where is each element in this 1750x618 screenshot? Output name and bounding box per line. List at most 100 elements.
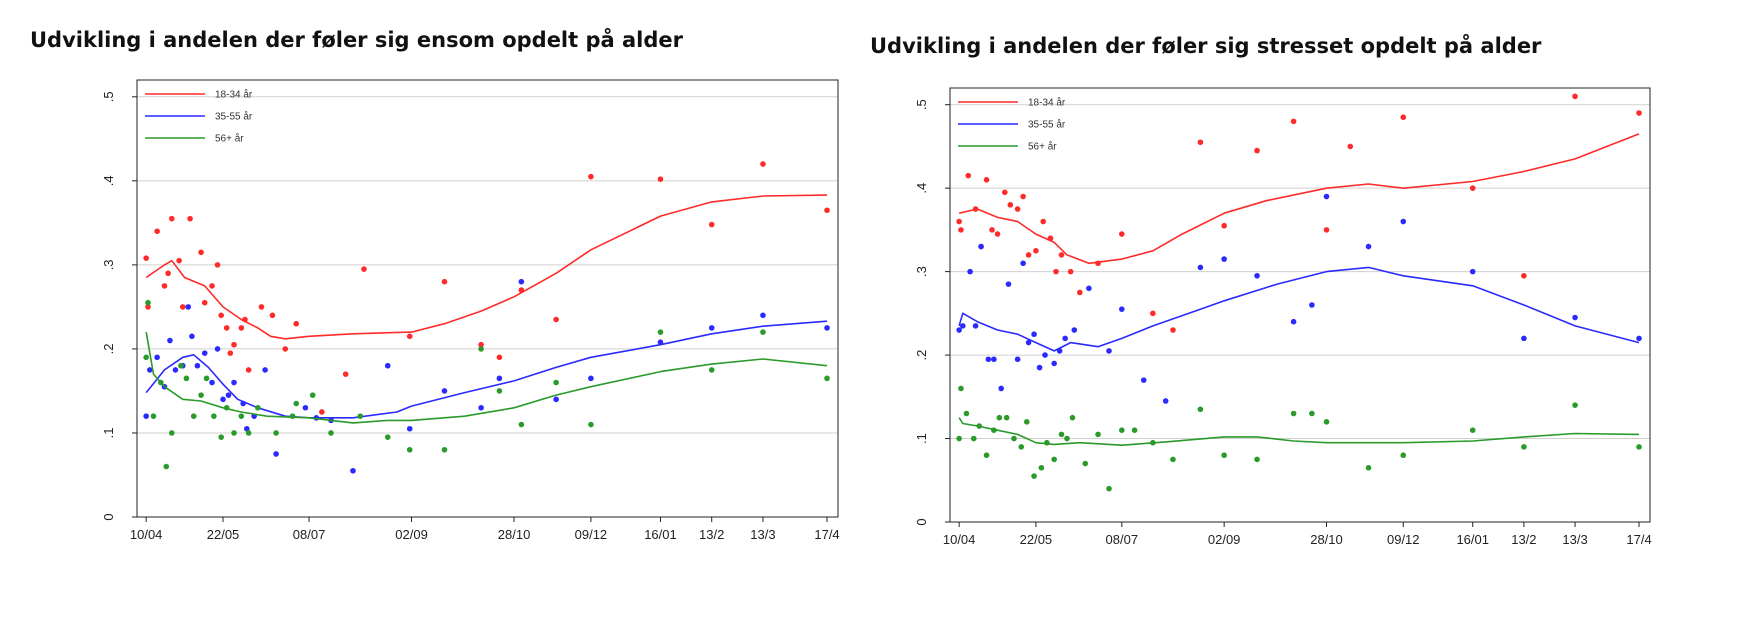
y-tick-label: 0 [101,513,116,520]
data-point [273,451,279,457]
data-point [496,354,503,361]
data-point [1254,147,1260,154]
data-point [1040,218,1047,225]
data-point [959,323,966,329]
data-point [1020,260,1026,267]
data-point [183,375,190,382]
data-point [328,430,334,436]
data-point [1067,268,1074,275]
data-point [553,396,559,403]
data-point [1119,427,1125,433]
data-point [254,404,261,411]
data-point [553,316,559,323]
data-point [179,304,186,310]
y-tick-label: .5 [914,99,929,110]
data-point [985,356,992,363]
legend-label: 18-34 år [215,89,253,101]
chart-title: Udvikling i andelen der føler sig ensom … [30,28,683,52]
data-point [1033,247,1039,254]
data-point [967,268,973,275]
data-point [956,218,962,225]
data-point [1365,464,1372,471]
data-point [496,375,503,382]
data-point [273,430,279,436]
data-point [518,421,525,428]
data-point [203,375,210,382]
x-tick-label: 16/01 [644,527,677,542]
data-point [1058,252,1065,258]
x-tick-label: 08/07 [293,527,326,542]
data-point [293,400,300,407]
data-point [518,278,525,285]
data-point [978,243,984,250]
data-point [147,367,153,373]
data-point [214,346,221,352]
data-point [760,161,766,167]
trend-line [958,133,1640,265]
data-point [1095,431,1101,438]
data-point [1347,143,1354,150]
data-point [154,354,160,361]
data-point [1095,260,1101,267]
data-point [282,346,289,352]
data-point [1400,114,1407,121]
data-point [223,325,230,331]
data-point [1062,335,1068,342]
data-point [441,278,448,285]
data-point [1031,331,1037,338]
data-point [1572,402,1578,408]
data-point [1053,268,1059,275]
data-point [227,350,234,356]
data-point [1047,235,1054,242]
data-point [1170,456,1176,463]
data-point [1323,193,1330,200]
data-point [958,385,964,392]
data-point [1038,464,1045,471]
data-point [269,312,276,319]
data-point [302,404,309,411]
data-point [760,312,766,319]
data-point [1365,243,1372,250]
data-point [588,421,594,428]
data-point [406,333,413,340]
plot-frame [136,79,839,518]
x-tick-label: 17/4 [814,527,839,542]
data-point [293,320,300,327]
data-point [1106,348,1112,354]
data-point [1082,460,1089,467]
data-point [1150,310,1156,317]
data-point [190,413,197,419]
data-point [1323,227,1330,233]
data-point [478,404,484,411]
data-point [1636,444,1642,450]
data-point [384,434,391,440]
data-point [824,325,830,331]
data-point [1058,431,1065,438]
data-point [1197,139,1204,146]
data-point [361,266,367,272]
data-point [143,413,149,419]
data-point [218,312,224,319]
data-point [1469,427,1476,433]
data-point [1131,427,1138,433]
data-point [231,379,237,386]
data-point [211,413,217,419]
data-point [168,430,175,436]
data-point [209,283,215,289]
data-point [165,270,171,277]
data-point [1064,435,1070,442]
data-point [989,227,995,233]
y-tick-label: .5 [101,91,116,102]
data-point [244,425,250,432]
y-tick-label: .2 [101,344,116,355]
data-point [1197,406,1204,413]
x-tick-label: 10/04 [130,527,163,542]
data-point [1150,439,1156,446]
data-point [384,362,391,369]
y-tick-label: .3 [101,259,116,270]
x-tick-label: 22/05 [1020,532,1053,547]
data-point [998,385,1004,392]
data-point [657,339,664,346]
data-point [176,257,182,264]
x-tick-label: 10/04 [943,532,976,547]
